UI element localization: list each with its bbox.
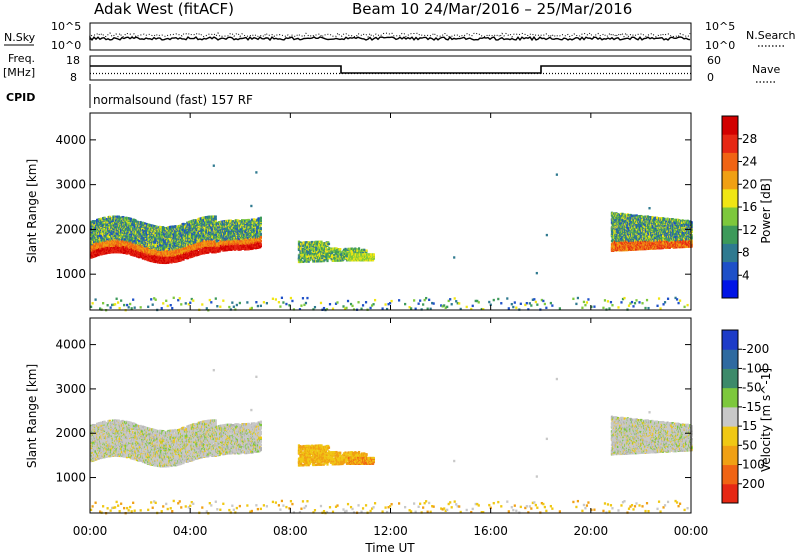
echo-cell (104, 217, 106, 219)
power-scatter (90, 164, 693, 311)
echo-cell (215, 215, 217, 217)
nsky-panel (90, 23, 691, 50)
nsky-tick-top: 10^5 (51, 20, 81, 33)
freq-tick-bottom: 8 (70, 71, 77, 84)
cpid-text: normalsound (fast) 157 RF (93, 93, 253, 107)
freq-tick-top: 18 (66, 54, 80, 67)
nsky-trace (90, 37, 690, 40)
nsky-tick-bottom: 10^0 (51, 39, 81, 52)
freq-label-line2: [MHz] (3, 66, 35, 79)
freq-trace (90, 66, 691, 73)
freq-panel (90, 56, 691, 80)
echo-cell (215, 218, 217, 220)
freq-label-line1: Freq. (8, 52, 35, 65)
nave-label: Nave (752, 63, 780, 76)
nsky-right-tick-bottom: 10^0 (705, 39, 735, 52)
station-title: Adak West (fitACF) (94, 0, 234, 18)
nave-tick-bottom: 0 (707, 71, 714, 84)
radar-figure: Adak West (fitACF) Beam 10 24/Mar/2016 –… (0, 0, 800, 554)
cpid-label: CPID (6, 91, 35, 104)
nsky-right-tick-top: 10^5 (705, 20, 735, 33)
beam-title: Beam 10 24/Mar/2016 – 25/Mar/2016 (352, 0, 632, 18)
nsky-label: N.Sky (4, 31, 36, 44)
nave-tick-top: 60 (707, 54, 721, 67)
nsearch-label: N.Search (746, 29, 796, 42)
